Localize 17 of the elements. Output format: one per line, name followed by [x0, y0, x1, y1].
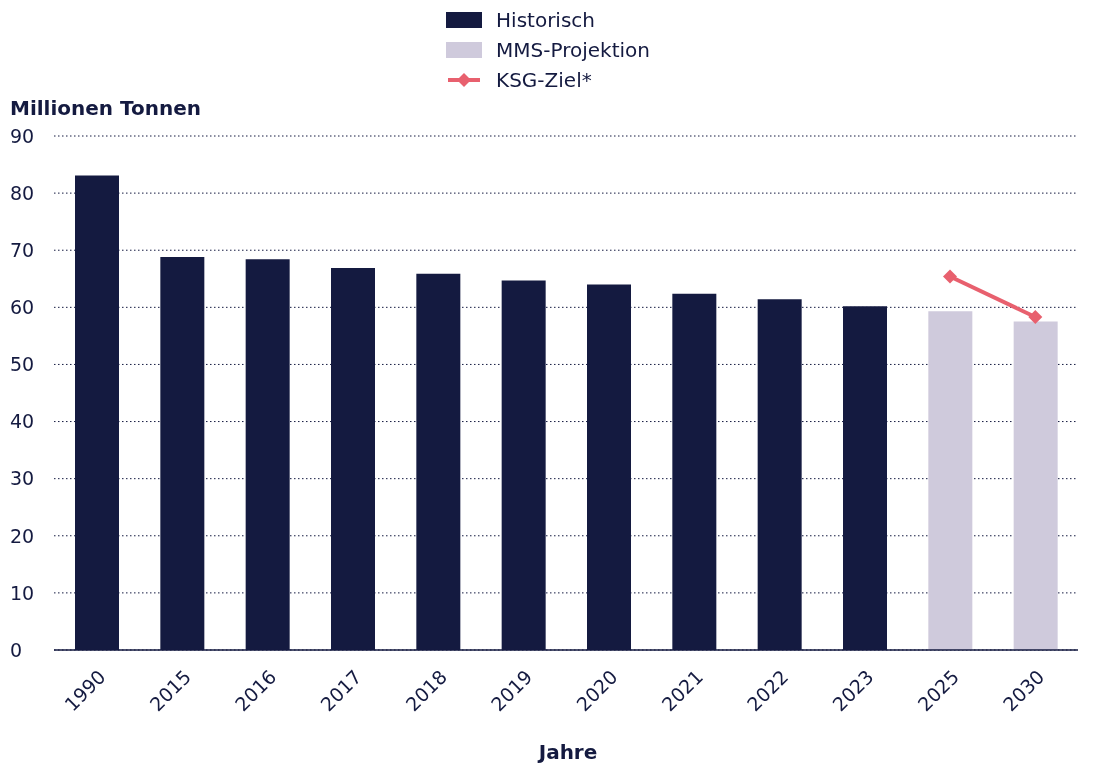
y-tick-label: 20 [10, 524, 35, 547]
legend-label: Historisch [496, 8, 596, 32]
y-axis-title: Millionen Tonnen [10, 96, 203, 120]
y-tick-label: 30 [10, 467, 35, 490]
bar [1013, 321, 1058, 650]
legend-label: KSG-Ziel* [496, 68, 592, 92]
x-axis-title: Jahre [536, 740, 599, 764]
y-tick-label: 40 [10, 410, 35, 433]
y-tick-label: 50 [10, 353, 35, 376]
y-tick-label: 80 [10, 181, 35, 204]
y-tick-label: 60 [10, 296, 35, 319]
y-tick-label: 0 [10, 638, 23, 661]
y-tick-label: 10 [10, 581, 35, 604]
legend-label: MMS-Projektion [496, 38, 650, 62]
y-tick-label: 70 [10, 238, 35, 261]
bar [928, 311, 973, 650]
y-tick-label: 90 [10, 124, 35, 147]
